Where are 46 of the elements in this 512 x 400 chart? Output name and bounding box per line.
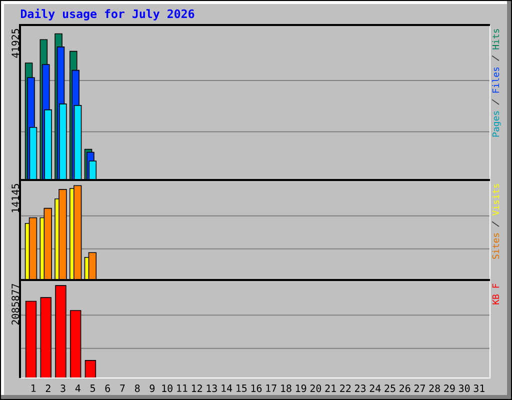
x-tick-label: 1	[31, 384, 36, 392]
text: Pages	[492, 111, 501, 137]
x-tick-label: 26	[400, 384, 410, 392]
bar	[40, 297, 52, 378]
x-tick-label: 27	[414, 384, 425, 392]
x-tick-label: 16	[251, 384, 262, 392]
x-tick-label: 15	[236, 384, 247, 392]
bar	[25, 300, 37, 378]
bar	[70, 310, 82, 378]
x-tick-label: 18	[281, 384, 292, 392]
chart-title: Daily usage for July 2026	[20, 8, 194, 20]
x-tick-label: 6	[105, 384, 110, 392]
x-tick-label: 28	[429, 384, 440, 392]
x-tick-label: 20	[310, 384, 322, 392]
bar	[55, 285, 66, 378]
x-tick-label: 4	[75, 384, 80, 392]
x-tick-label: 25	[384, 384, 396, 392]
x-tick-label: 19	[296, 384, 306, 392]
x-tick-label: 5	[90, 384, 95, 392]
x-tick-label: 8	[134, 384, 140, 392]
x-tick-label: 17	[266, 384, 276, 392]
x-tick-label: 3	[60, 384, 66, 392]
text: 14145	[12, 184, 20, 212]
text: Files	[492, 67, 500, 93]
x-tick-label: 10	[162, 384, 172, 392]
text: 41925	[12, 29, 20, 58]
x-tick-label: 9	[150, 384, 155, 392]
text: Visits	[492, 184, 500, 216]
x-tick-label: 13	[206, 384, 217, 392]
text: KB F	[492, 284, 500, 304]
text: 2085877	[12, 284, 20, 325]
text: Sites	[492, 233, 500, 259]
x-tick-label: 22	[340, 384, 351, 392]
x-tick-label: 24	[370, 384, 381, 392]
x-tick-label: 11	[177, 384, 188, 392]
x-tick-label: 7	[120, 384, 125, 392]
x-tick-label: 29	[444, 384, 455, 392]
x-tick-label: 14	[222, 384, 232, 392]
x-tick-label: 12	[192, 384, 202, 392]
x-tick-label: 30	[458, 384, 470, 392]
x-tick-label: 21	[325, 384, 336, 392]
bar	[84, 360, 96, 378]
x-tick-label: 31	[474, 384, 484, 392]
x-tick-label: 2	[46, 384, 50, 392]
text: Hits	[492, 29, 500, 50]
x-tick-label: 23	[354, 384, 366, 392]
